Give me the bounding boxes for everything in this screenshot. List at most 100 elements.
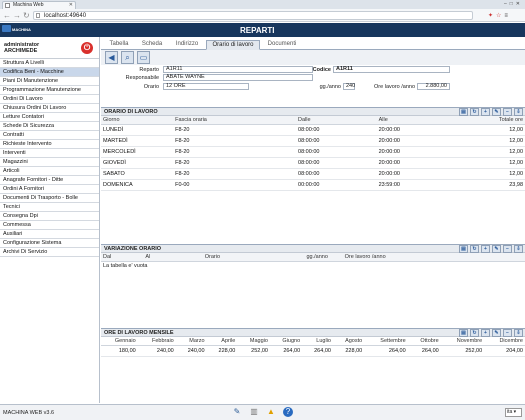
sidebar-item[interactable]: Anagrafe Fornitori - Ditte [0,176,99,185]
sidebar-item[interactable]: Articoli [0,167,99,176]
ore-lavoro-anno-field[interactable]: 2.880,00 [417,83,450,90]
responsabile-field[interactable]: ABATE WAYNE [163,74,313,81]
column-header[interactable]: Ore lavoro /anno [342,253,525,262]
column-header[interactable]: Dalle [296,116,377,125]
table-row[interactable]: MERCOLEDÌ F8-20 08:00:00 20:00:00 12,00 [101,146,525,158]
table-cell: 12,00 [469,146,525,158]
navigate-back-icon[interactable]: ◀ [105,51,118,64]
star-icon[interactable]: ☆ [496,13,505,19]
tab-tabella[interactable]: Tabella [109,41,129,47]
sidebar-item[interactable]: Struttura A Livelli [0,59,99,68]
language-select[interactable]: ita ▾ [505,408,522,417]
sidebar-item[interactable]: Chiusura Ordini Di Lavoro [0,104,99,113]
sidebar-item[interactable]: Codifica Beni - Macchine [0,68,99,77]
sidebar-item[interactable]: Configurazione Sistema [0,239,99,248]
close-tab-icon[interactable]: ✕ [68,2,73,8]
reload-icon[interactable]: ↻ [23,11,30,20]
tab-orario-di-lavoro[interactable]: Orario di lavoro [206,40,260,50]
edit-record-icon[interactable]: ✎ [492,329,501,337]
column-header[interactable]: Totale ore [469,116,525,125]
column-header[interactable]: gg./anno [304,253,343,262]
sidebar-item[interactable]: Ausiliari [0,230,99,239]
delete-record-icon[interactable]: − [503,108,512,116]
menu-icon[interactable]: ≡ [504,13,511,19]
sidebar-item[interactable]: Piani Di Manutenzione [0,77,99,86]
add-record-icon[interactable]: + [481,108,490,116]
delete-record-icon[interactable]: − [503,329,512,337]
column-header[interactable]: Alle [376,116,470,125]
logout-power-icon[interactable]: ⏻ [81,42,93,54]
sidebar-item[interactable]: Letture Contatori [0,113,99,122]
archive-icon[interactable]: ▥ [250,407,258,416]
refresh-icon[interactable]: ↻ [470,108,479,116]
sidebar-item[interactable]: Archivi Di Servizio [0,248,99,257]
url-input[interactable]: localhost:49640 [33,11,473,20]
table-row[interactable]: DOMENICA F0-00 00:00:00 23:59:00 23,98 [101,179,525,191]
minimize-icon[interactable]: – [503,1,510,7]
close-window-icon[interactable]: ✕ [515,1,523,7]
refresh-icon[interactable]: ↻ [470,245,479,253]
sidebar-item[interactable]: Magazzini [0,158,99,167]
export-icon[interactable]: ⇩ [514,245,523,253]
sidebar-item[interactable]: Consegna Dpi [0,212,99,221]
search-icon[interactable]: ⌕ [121,51,134,64]
extension-icon[interactable]: ✦ [488,13,497,19]
print-icon[interactable]: ▤ [459,245,468,253]
export-icon[interactable]: ⇩ [514,108,523,116]
maximize-icon[interactable]: □ [509,1,516,7]
browser-tab-title: Machina Web [13,2,44,8]
table-cell: 23:59:00 [376,179,470,191]
back-icon[interactable]: ← [3,11,11,20]
month-hours-cell: 264,00 [302,345,333,357]
table-cell: 20:00:00 [376,135,470,147]
help-icon[interactable]: ? [283,407,293,417]
browser-tab[interactable]: Machina Web ✕ [2,1,76,9]
sidebar-item[interactable]: Commessa [0,221,99,230]
url-text: localhost:49640 [44,13,87,19]
browser-tab-bar: Machina Web ✕ –□✕ [0,0,525,9]
warning-icon[interactable]: ▲ [267,407,275,416]
print-icon[interactable]: ▤ [459,329,468,337]
orario-field[interactable]: 12 ORE [163,83,249,90]
export-icon[interactable]: ⇩ [514,329,523,337]
tab-scheda[interactable]: Scheda [141,41,163,47]
sidebar-item[interactable]: Documenti Di Trasporto - Bolle [0,194,99,203]
sidebar-item[interactable]: Tecnici [0,203,99,212]
table-row[interactable]: MARTEDÌ F8-20 08:00:00 20:00:00 12,00 [101,135,525,147]
column-header[interactable]: Dal [101,253,144,262]
window-controls[interactable]: –□✕ [504,1,523,7]
add-record-icon[interactable]: + [481,245,490,253]
sidebar-item[interactable]: Ordini Di Lavoro [0,95,99,104]
refresh-icon[interactable]: ↻ [470,329,479,337]
forward-icon[interactable]: → [13,11,21,20]
sidebar-item[interactable]: Schede Di Sicurezza [0,122,99,131]
tab-documenti[interactable]: Documenti [267,41,297,47]
sidebar-item[interactable]: Programmazione Manutenzione [0,86,99,95]
sidebar-item[interactable]: Interventi [0,149,99,158]
orario-actions: ▤ ↻ + ✎ − ⇩ [457,108,523,117]
mensile-table-row[interactable]: 180,00 240,00 240,00 228,00 252,00 264,00 264,… [101,345,525,357]
reparto-field[interactable]: A1R11 [163,66,313,73]
delete-record-icon[interactable]: − [503,245,512,253]
column-header[interactable]: Al [143,253,203,262]
codice-field[interactable]: A1R11 [333,66,450,73]
sidebar-item[interactable]: Ordini A Fornitori [0,185,99,194]
column-header[interactable]: Giorno [101,116,174,125]
edit-record-icon[interactable]: ✎ [492,245,501,253]
gg-anno-field[interactable]: 240 [343,83,355,90]
table-row[interactable]: GIOVEDÌ F8-20 08:00:00 20:00:00 12,00 [101,157,525,169]
column-header[interactable]: Fascia oraria [173,116,297,125]
edit-record-icon[interactable]: ✎ [492,108,501,116]
column-header[interactable]: Orario [202,253,305,262]
table-cell: MARTEDÌ [101,135,174,147]
print-icon[interactable]: ▤ [459,108,468,116]
folder-icon[interactable]: ▭ [137,51,150,64]
tools-icon[interactable]: ✎ [233,407,241,416]
sidebar-item[interactable]: Richieste Intervento [0,140,99,149]
tab-indirizzo[interactable]: Indirizzo [175,41,199,47]
sidebar-item[interactable]: Contratti [0,131,99,140]
table-cell: F8-20 [173,168,297,180]
table-row[interactable]: LUNEDÌ F8-20 08:00:00 20:00:00 12,00 [101,124,525,136]
add-record-icon[interactable]: + [481,329,490,337]
table-row[interactable]: SABATO F8-20 08:00:00 20:00:00 12,00 [101,168,525,180]
